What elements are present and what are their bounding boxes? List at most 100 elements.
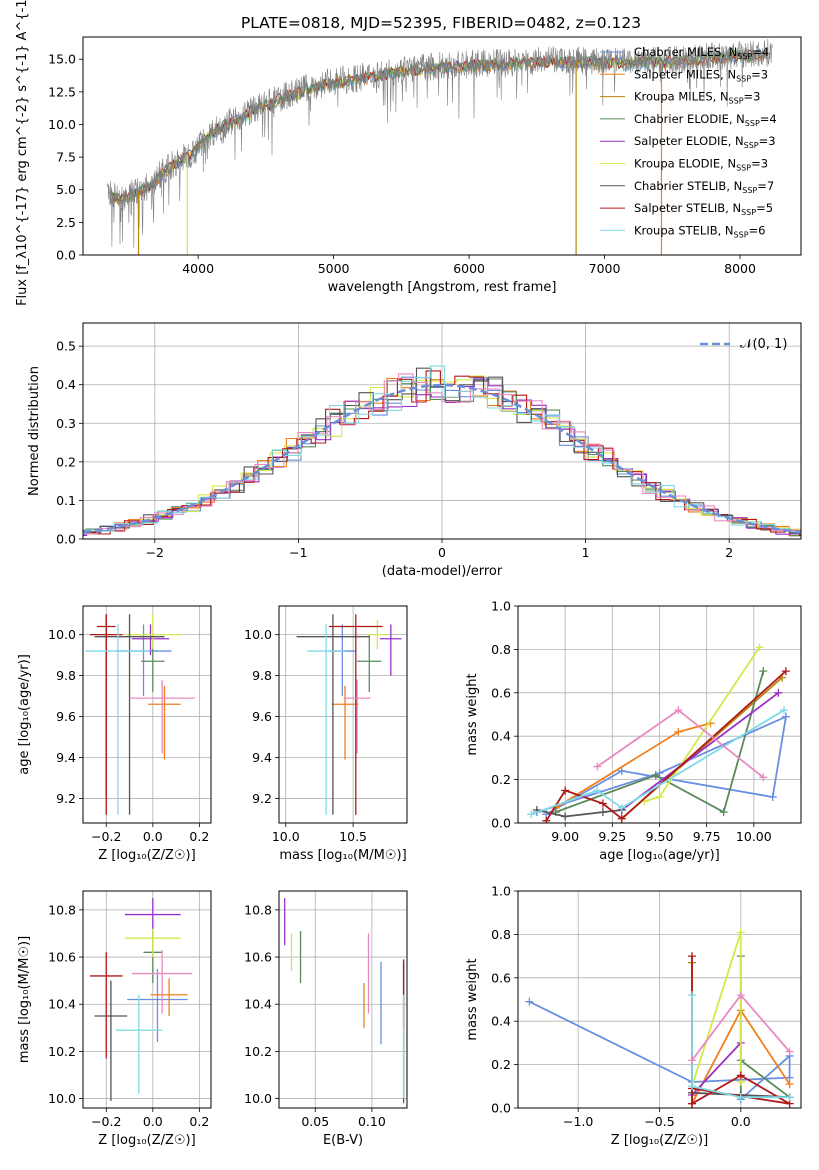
y-tick-label: 0.1 xyxy=(56,493,76,508)
y-tick-label: 2.5 xyxy=(56,215,76,230)
x-tick-label: 10.5 xyxy=(339,829,367,844)
y-tick-label: 0.4 xyxy=(56,377,76,392)
spectrum-panel: 4000 5000 6000 7000 8000 0.0 2.5 5.0 7.5 10.0 12.5… xyxy=(15,0,802,306)
series-marker xyxy=(593,786,602,795)
series-marker xyxy=(785,1080,794,1089)
data-point xyxy=(129,679,195,754)
spectrum-lines xyxy=(107,38,773,255)
axes-frame xyxy=(278,890,408,1109)
x-axis-label: E(B-V) xyxy=(323,1133,363,1148)
x-tick-label: −0.2 xyxy=(91,829,121,844)
series-marker xyxy=(780,706,789,715)
y-tick-label: 10.0 xyxy=(48,117,76,132)
data-point xyxy=(343,679,371,754)
x-tick-label: −1.0 xyxy=(563,1114,593,1129)
y-tick-label: 9.6 xyxy=(252,709,272,724)
histograms xyxy=(83,365,801,537)
y-tick-label: 10.0 xyxy=(48,627,76,642)
axes-frame xyxy=(278,605,408,824)
series-marker xyxy=(719,808,728,817)
histogram-pink xyxy=(83,373,801,535)
x-axis-label: Z [log₁₀(Z/Z☉)] xyxy=(611,1133,708,1148)
series-line xyxy=(691,995,790,1099)
y-axis-label: Flux [f_λ10^{-17} erg cm^{-2} s^{-1} A^{… xyxy=(15,0,30,306)
axes-frame xyxy=(82,890,212,1109)
series-marker xyxy=(617,766,626,775)
y-tick-label: 0.2 xyxy=(491,1057,511,1072)
series-marker xyxy=(593,762,602,771)
series-marker xyxy=(525,997,534,1006)
series-marker xyxy=(755,643,764,652)
y-tick-label: 9.2 xyxy=(56,791,76,806)
series-marker xyxy=(736,928,745,937)
series-line xyxy=(691,931,742,1087)
series-marker xyxy=(759,667,768,676)
series-marker xyxy=(674,727,683,736)
series-lines xyxy=(527,643,790,823)
histogram-salpeter_stelib xyxy=(83,370,801,536)
x-tick-label: 8000 xyxy=(724,261,756,276)
y-tick-label: 9.8 xyxy=(252,668,272,683)
legend-label: 𝒩(0, 1) xyxy=(740,337,787,352)
y-tick-label: 10.8 xyxy=(244,902,272,917)
series-marker xyxy=(736,1093,745,1102)
residuals-panel: −2 −1 0 1 2 0.0 0.1 0.2 0.3 0.4 0.5 (data-model)/er… xyxy=(27,322,802,579)
series-marker xyxy=(655,792,664,801)
data-point xyxy=(94,614,165,815)
x-tick-label: 2 xyxy=(725,545,733,560)
y-tick-label: 0.3 xyxy=(56,416,76,431)
series-marker xyxy=(688,1099,697,1108)
series-marker xyxy=(674,706,683,715)
x-tick-label: 0.0 xyxy=(143,829,163,844)
series-marker xyxy=(598,808,607,817)
data-point xyxy=(89,614,123,799)
x-tick-label: 7000 xyxy=(589,261,621,276)
y-tick-label: 0.8 xyxy=(491,642,511,657)
x-tick-label: 0.0 xyxy=(731,1114,751,1129)
age-vs-mass-panel: 10.0 10.5 9.2 9.4 9.6 9.8 10.0 mass [log₁₀(M/M☉… xyxy=(244,605,408,863)
series-marker xyxy=(598,799,607,808)
series-marker xyxy=(774,688,783,697)
x-tick-label: 9.50 xyxy=(646,829,674,844)
axes-frame xyxy=(82,605,212,824)
series-marker xyxy=(688,1056,697,1065)
y-tick-label: 7.5 xyxy=(56,150,76,165)
x-axis-label: Z [log₁₀(Z/Z☉)] xyxy=(98,848,195,863)
age-vs-z-panel: −0.2 0.0 0.2 9.2 9.4 9.6 9.8 10.0 Z [log₁₀(Z/Z☉)… xyxy=(17,605,212,863)
x-axis-label: mass [log₁₀(M/M☉)] xyxy=(279,848,406,863)
legend-label: Salpeter MILES, NSSP=3 xyxy=(634,67,768,83)
x-tick-label: 0.05 xyxy=(301,1114,329,1129)
x-tick-label: −1 xyxy=(289,545,307,560)
legend-label: Chabrier MILES, NSSP=4 xyxy=(634,45,769,61)
y-tick-label: 10.0 xyxy=(244,1091,272,1106)
axes-frame xyxy=(517,605,802,824)
y-tick-label: 10.6 xyxy=(48,950,76,965)
y-axis-label: age [log₁₀(age/yr)] xyxy=(17,654,32,775)
data-point xyxy=(85,624,151,815)
y-axis-label: Normed distribution xyxy=(27,366,42,496)
y-axis-label: mass [log₁₀(M/M☉)] xyxy=(17,936,32,1063)
y-tick-label: 10.6 xyxy=(244,950,272,965)
normal-curve xyxy=(83,383,801,534)
mass-vs-ebv-panel: 0.05 0.10 10.0 10.2 10.4 10.6 10.8 E(B-V) xyxy=(244,890,408,1148)
y-tick-label: 0.6 xyxy=(491,970,511,985)
data-point xyxy=(131,624,170,656)
y-tick-label: 10.2 xyxy=(48,1044,76,1059)
y-tick-label: 9.6 xyxy=(56,709,76,724)
x-tick-label: 6000 xyxy=(453,261,485,276)
legend-label: Kroupa STELIB, NSSP=6 xyxy=(634,223,765,239)
y-tick-label: 10.4 xyxy=(48,997,76,1012)
x-tick-label: 5000 xyxy=(318,261,350,276)
y-tick-label: 0.0 xyxy=(491,816,511,831)
series-marker xyxy=(781,667,790,676)
series-marker xyxy=(617,803,626,812)
series-marker xyxy=(781,712,790,721)
series-line xyxy=(621,692,779,811)
y-tick-label: 0.2 xyxy=(491,772,511,787)
x-axis-label: age [log₁₀(age/yr)] xyxy=(599,848,720,863)
data-point xyxy=(115,994,163,1094)
axes-frame xyxy=(82,322,802,540)
x-tick-label: 9.75 xyxy=(693,829,721,844)
series-marker xyxy=(561,786,570,795)
